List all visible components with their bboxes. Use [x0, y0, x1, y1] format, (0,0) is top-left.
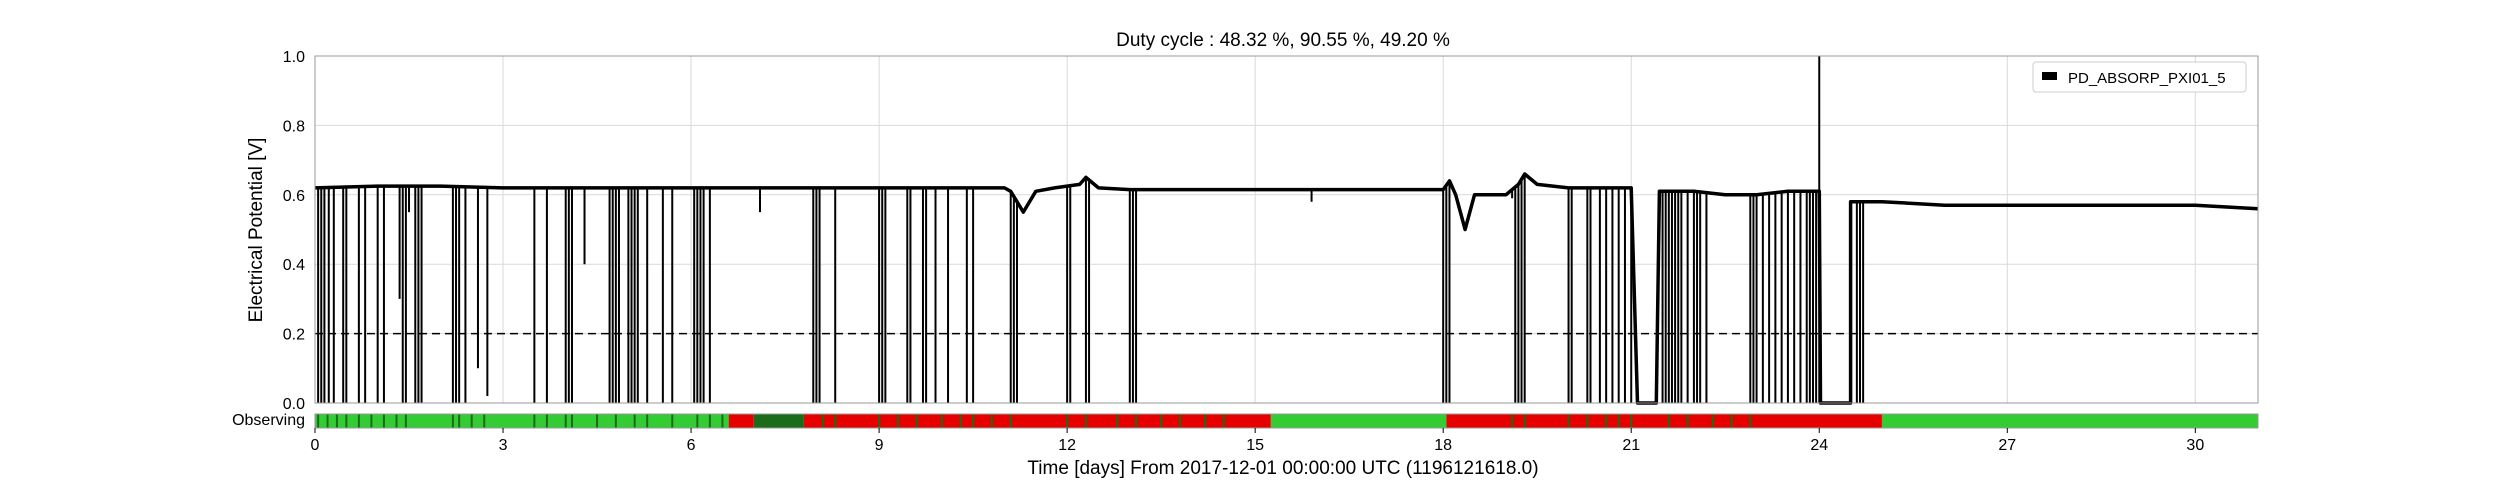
- legend-label-pd-absorp: PD_ABSORP_PXI01_5: [2068, 70, 2226, 87]
- x-tick-label: 30: [2186, 437, 2204, 454]
- y-tick-label: 0.6: [283, 188, 305, 205]
- x-tick-label: 27: [1998, 437, 2016, 454]
- legend: PD_ABSORP_PXI01_5: [2032, 61, 2247, 93]
- x-tick-label: 9: [875, 437, 884, 454]
- x-axis-label: Time [days] From 2017-12-01 00:00:00 UTC…: [1027, 458, 1538, 479]
- y-axis-label: Electrical Potential [V]: [246, 138, 267, 323]
- legend-swatch: [2042, 72, 2057, 80]
- x-tick-label: 15: [1246, 437, 1264, 454]
- state-bar-frame: [314, 413, 2259, 429]
- y-tick-labels: 0.0 0.2 0.4 0.6 0.8 1.0: [283, 49, 305, 413]
- x-tick-label: 3: [499, 437, 508, 454]
- x-tick-label: 0: [311, 437, 320, 454]
- state-segment-inactive: [1446, 414, 1882, 428]
- y-tick-label: 0.0: [283, 396, 305, 413]
- y-tick-label: 0.2: [283, 327, 305, 344]
- x-tick-label: 21: [1622, 437, 1640, 454]
- state-segment-active: [1881, 414, 2258, 428]
- plot-frame: [314, 55, 2259, 404]
- state-segment-inactive: [803, 414, 1271, 428]
- y-tick-label: 1.0: [283, 49, 305, 66]
- state-bar-label: Observing: [232, 412, 305, 429]
- series-group: [314, 56, 2259, 405]
- state-segment-flag: [753, 414, 804, 428]
- x-tick-label: 6: [687, 437, 696, 454]
- x-tick-labels: 0 3 6 9 12 15 18 21 24 27 30: [311, 428, 2204, 454]
- state-bar: [314, 413, 2259, 429]
- chart-title: Duty cycle : 48.32 %, 90.55 %, 49.20 %: [1116, 30, 1450, 51]
- state-segment-active: [1270, 414, 1447, 428]
- legend-box: [2032, 61, 2247, 93]
- y-tick-label: 0.8: [283, 118, 305, 135]
- x-tick-label: 12: [1058, 437, 1076, 454]
- state-segment-inactive: [728, 414, 754, 428]
- y-tick-label: 0.4: [283, 257, 305, 274]
- x-tick-label: 18: [1434, 437, 1452, 454]
- x-tick-label: 24: [1810, 437, 1828, 454]
- state-segment-active: [315, 414, 729, 428]
